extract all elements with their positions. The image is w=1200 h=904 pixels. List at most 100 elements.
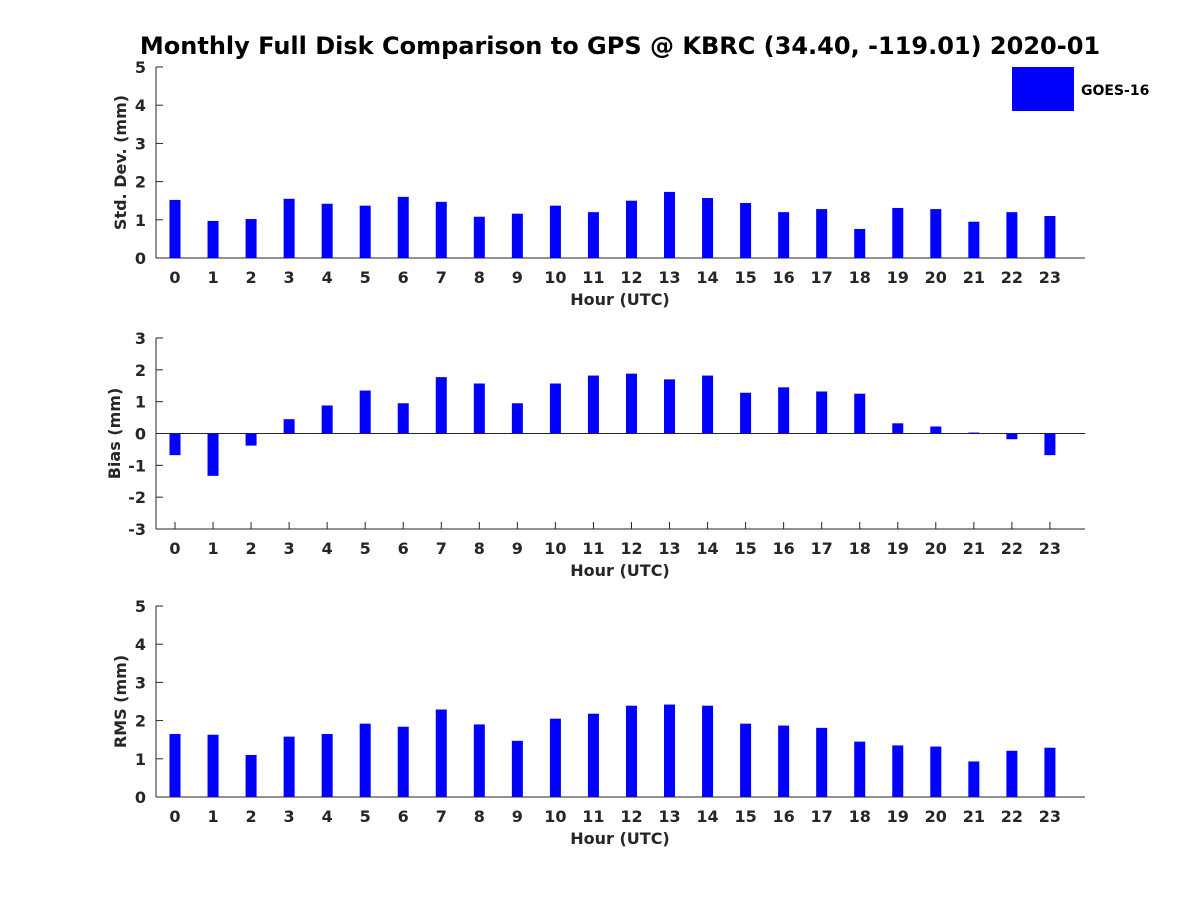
y-axis-label: Std. Dev. (mm) — [111, 95, 130, 230]
y-axis-label: Bias (mm) — [105, 388, 124, 480]
bar-rms-9 — [511, 740, 523, 797]
x-tick-label: 22 — [1001, 268, 1023, 287]
x-tick-label: 17 — [811, 539, 833, 558]
bar-bias-0 — [169, 433, 181, 456]
bar-bias-23 — [1044, 433, 1056, 456]
bar-std-15 — [740, 202, 752, 258]
x-tick-label: 4 — [322, 807, 333, 826]
x-tick-label: 7 — [436, 539, 447, 558]
bar-bias-1 — [207, 433, 219, 476]
x-tick-label: 21 — [963, 807, 985, 826]
x-tick-label: 10 — [544, 539, 566, 558]
x-tick-label: 1 — [207, 268, 218, 287]
x-tick-label: 8 — [474, 268, 485, 287]
bar-rms-17 — [816, 727, 828, 797]
bar-bias-2 — [245, 433, 257, 446]
x-tick-label: 23 — [1039, 268, 1061, 287]
bar-rms-23 — [1044, 747, 1056, 797]
bar-bias-10 — [549, 383, 561, 434]
x-tick-label: 13 — [658, 268, 680, 287]
bar-bias-7 — [435, 377, 447, 434]
bar-bias-16 — [778, 387, 790, 434]
bar-bias-21 — [968, 432, 980, 434]
x-tick-label: 8 — [474, 539, 485, 558]
legend-swatch — [1012, 67, 1074, 111]
bar-rms-10 — [549, 718, 561, 797]
bar-std-17 — [816, 209, 828, 258]
bar-std-2 — [245, 219, 257, 258]
x-tick-label: 2 — [246, 268, 257, 287]
bar-rms-14 — [702, 705, 714, 797]
x-tick-label: 9 — [512, 539, 523, 558]
y-tick-label: 4 — [135, 635, 146, 654]
bar-std-6 — [397, 196, 409, 258]
bar-std-16 — [778, 212, 790, 258]
bar-bias-5 — [359, 390, 371, 434]
y-tick-label: 3 — [135, 673, 146, 692]
y-tick-label: 0 — [135, 788, 146, 807]
x-tick-label: 13 — [658, 807, 680, 826]
x-tick-label: 10 — [544, 268, 566, 287]
bar-rms-19 — [892, 745, 904, 797]
x-tick-label: 12 — [620, 807, 642, 826]
x-tick-label: 20 — [925, 539, 947, 558]
bar-bias-17 — [816, 391, 828, 434]
bar-rms-3 — [283, 736, 295, 797]
y-tick-label: 2 — [135, 173, 146, 192]
x-tick-label: 18 — [849, 268, 871, 287]
x-tick-label: 10 — [544, 807, 566, 826]
bar-rms-8 — [473, 724, 485, 797]
bar-rms-7 — [435, 709, 447, 797]
x-tick-label: 2 — [246, 807, 257, 826]
x-tick-label: 19 — [887, 807, 909, 826]
bar-bias-20 — [930, 426, 942, 434]
bar-std-10 — [549, 205, 561, 258]
bar-rms-1 — [207, 734, 219, 797]
bar-rms-20 — [930, 746, 942, 797]
chart-title: Monthly Full Disk Comparison to GPS @ KB… — [140, 32, 1100, 60]
x-tick-label: 11 — [582, 268, 604, 287]
bar-rms-15 — [740, 723, 752, 797]
x-tick-label: 6 — [398, 807, 409, 826]
x-axis-label: Hour (UTC) — [570, 829, 670, 848]
bar-std-13 — [664, 191, 676, 258]
x-tick-label: 22 — [1001, 807, 1023, 826]
bar-std-12 — [625, 200, 637, 258]
x-tick-label: 18 — [849, 807, 871, 826]
x-tick-label: 0 — [169, 807, 180, 826]
x-tick-label: 22 — [1001, 539, 1023, 558]
bar-std-21 — [968, 221, 980, 258]
x-tick-label: 6 — [398, 268, 409, 287]
x-tick-label: 14 — [696, 807, 718, 826]
x-tick-label: 20 — [925, 807, 947, 826]
y-axis-label: RMS (mm) — [111, 655, 130, 748]
x-axis-label: Hour (UTC) — [570, 561, 670, 580]
x-tick-label: 17 — [811, 807, 833, 826]
x-tick-label: 3 — [284, 539, 295, 558]
x-tick-label: 9 — [512, 268, 523, 287]
y-tick-label: 4 — [135, 96, 146, 115]
x-tick-label: 0 — [169, 539, 180, 558]
bar-rms-13 — [664, 704, 676, 797]
y-tick-label: -2 — [128, 488, 146, 507]
y-tick-label: 5 — [135, 597, 146, 616]
bar-std-11 — [587, 212, 599, 258]
bar-bias-3 — [283, 419, 295, 434]
bar-std-4 — [321, 203, 333, 258]
bar-std-0 — [169, 199, 181, 258]
bar-std-20 — [930, 209, 942, 258]
x-tick-label: 1 — [207, 539, 218, 558]
x-tick-label: 5 — [360, 268, 371, 287]
x-tick-label: 19 — [887, 539, 909, 558]
x-tick-label: 9 — [512, 807, 523, 826]
x-axis-label: Hour (UTC) — [570, 290, 670, 309]
x-tick-label: 0 — [169, 268, 180, 287]
x-tick-label: 13 — [658, 539, 680, 558]
y-tick-label: 1 — [135, 750, 146, 769]
bar-std-23 — [1044, 215, 1056, 258]
bar-std-22 — [1006, 212, 1018, 258]
bar-std-18 — [854, 228, 866, 258]
